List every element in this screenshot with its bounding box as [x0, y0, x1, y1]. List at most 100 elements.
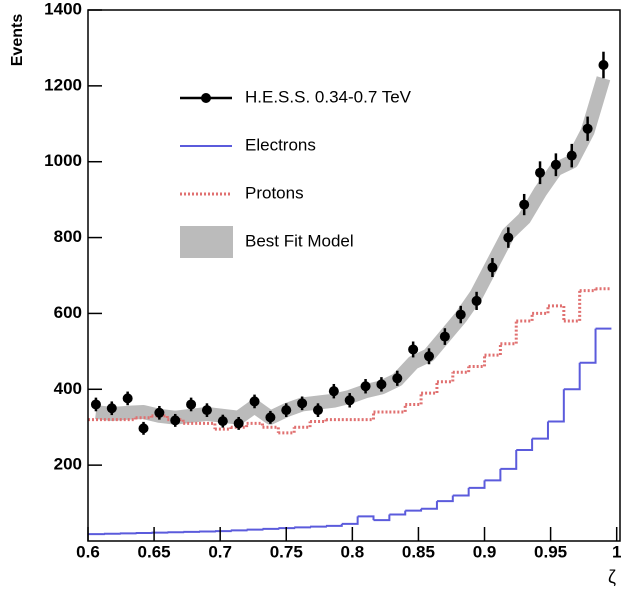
data-point: [583, 124, 593, 134]
data-point: [281, 405, 291, 415]
hist-step: [310, 526, 326, 527]
data-point: [361, 381, 371, 391]
data-point: [408, 344, 418, 354]
x-tick-label: 0.9: [473, 542, 497, 561]
hist-step: [326, 524, 342, 526]
hist-step: [453, 488, 469, 496]
legend-label: Best Fit Model: [245, 231, 354, 250]
data-point: [535, 168, 545, 178]
y-tick-label: 400: [54, 379, 82, 398]
hist-step: [453, 367, 469, 373]
plot: [88, 52, 611, 534]
data-point: [472, 296, 482, 306]
x-tick-label: 0.65: [138, 542, 171, 561]
y-tick-label: 600: [54, 303, 82, 322]
data-point: [567, 151, 577, 161]
hist-step: [358, 516, 374, 520]
data-point: [598, 60, 608, 70]
x-tick-label: 0.7: [208, 542, 232, 561]
legend-swatch: [201, 93, 211, 103]
data-point: [519, 200, 529, 210]
y-tick-label: 200: [54, 455, 82, 474]
hist-step: [247, 423, 263, 427]
data-point: [424, 351, 434, 361]
hist-step: [564, 291, 580, 321]
data-point: [139, 423, 149, 433]
hist-step: [532, 422, 548, 439]
data-point: [487, 263, 497, 273]
hist-step: [437, 372, 453, 381]
data-point: [345, 395, 355, 405]
data-point: [218, 416, 228, 426]
hist-step: [294, 527, 310, 528]
hist-step: [262, 528, 278, 529]
data-point: [392, 373, 402, 383]
x-tick-label: 0.8: [341, 542, 365, 561]
legend-swatch: [180, 226, 233, 258]
hist-step: [548, 306, 564, 321]
data-point: [313, 405, 323, 415]
x-tick-label: 0.75: [270, 542, 303, 561]
data-point: [503, 233, 513, 243]
hist-step: [231, 530, 247, 531]
x-tick-label: 1: [612, 542, 621, 561]
data-point: [234, 418, 244, 428]
hist-step: [389, 511, 405, 515]
y-tick-label: 1000: [44, 151, 82, 170]
data-point: [186, 399, 196, 409]
hist-step: [580, 289, 596, 291]
data-point: [202, 405, 212, 415]
x-axis-label: ζ: [608, 567, 616, 587]
data-point: [376, 379, 386, 389]
legend-label: Protons: [245, 183, 304, 202]
x-tick-label: 0.95: [534, 542, 567, 561]
data-point: [170, 415, 180, 425]
hist-step: [516, 313, 532, 321]
hist-step: [564, 363, 580, 390]
hist-step: [469, 480, 485, 488]
hist-step: [500, 321, 516, 344]
x-tick-label: 0.6: [76, 542, 100, 561]
data-point: [154, 408, 164, 418]
data-point: [91, 399, 101, 409]
hist-step: [548, 389, 564, 421]
hist-step: [358, 412, 374, 420]
hist-step: [500, 450, 516, 469]
hist-step: [485, 469, 501, 480]
hist-step: [405, 393, 421, 404]
x-tick-label: 0.85: [402, 542, 435, 561]
legend-label: Electrons: [245, 135, 316, 154]
hist-step: [310, 420, 326, 422]
y-tick-label: 1200: [44, 75, 82, 94]
hist-step: [262, 427, 278, 433]
hist-step: [247, 529, 263, 530]
data-point: [123, 393, 133, 403]
data-point: [440, 332, 450, 342]
hist-step: [516, 439, 532, 450]
hist-step: [421, 382, 437, 393]
hist-step: [405, 509, 421, 511]
hist-step: [437, 495, 453, 501]
hist-step: [294, 422, 310, 428]
hist-step: [342, 516, 358, 524]
hist-step: [389, 404, 405, 412]
legend-label: H.E.S.S. 0.34-0.7 TeV: [245, 87, 412, 106]
hist-step: [532, 306, 548, 314]
y-axis-label: Events: [9, 14, 26, 67]
y-tick-label: 1400: [44, 0, 82, 18]
data-point: [551, 160, 561, 170]
y-tick-label: 800: [54, 227, 82, 246]
hist-step: [373, 514, 389, 520]
hist-step: [215, 530, 231, 531]
data-point: [250, 396, 260, 406]
data-point: [107, 403, 117, 413]
hist-step: [278, 427, 294, 433]
hist-step: [469, 355, 485, 366]
data-point: [329, 386, 339, 396]
hist-step: [580, 329, 596, 363]
data-point: [265, 412, 275, 422]
hist-step: [485, 344, 501, 355]
hist-step: [199, 423, 215, 429]
hist-step: [421, 501, 437, 509]
